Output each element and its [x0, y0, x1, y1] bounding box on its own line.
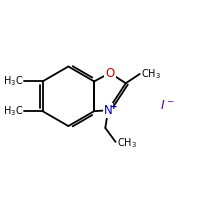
Text: H$_3$C: H$_3$C: [3, 104, 23, 118]
Text: O: O: [105, 67, 115, 80]
Text: $I^-$: $I^-$: [160, 99, 174, 112]
Text: CH$_3$: CH$_3$: [141, 67, 161, 81]
Text: +: +: [110, 102, 118, 111]
Text: CH$_3$: CH$_3$: [117, 136, 137, 150]
Text: N: N: [104, 104, 112, 117]
Text: H$_3$C: H$_3$C: [3, 74, 23, 88]
